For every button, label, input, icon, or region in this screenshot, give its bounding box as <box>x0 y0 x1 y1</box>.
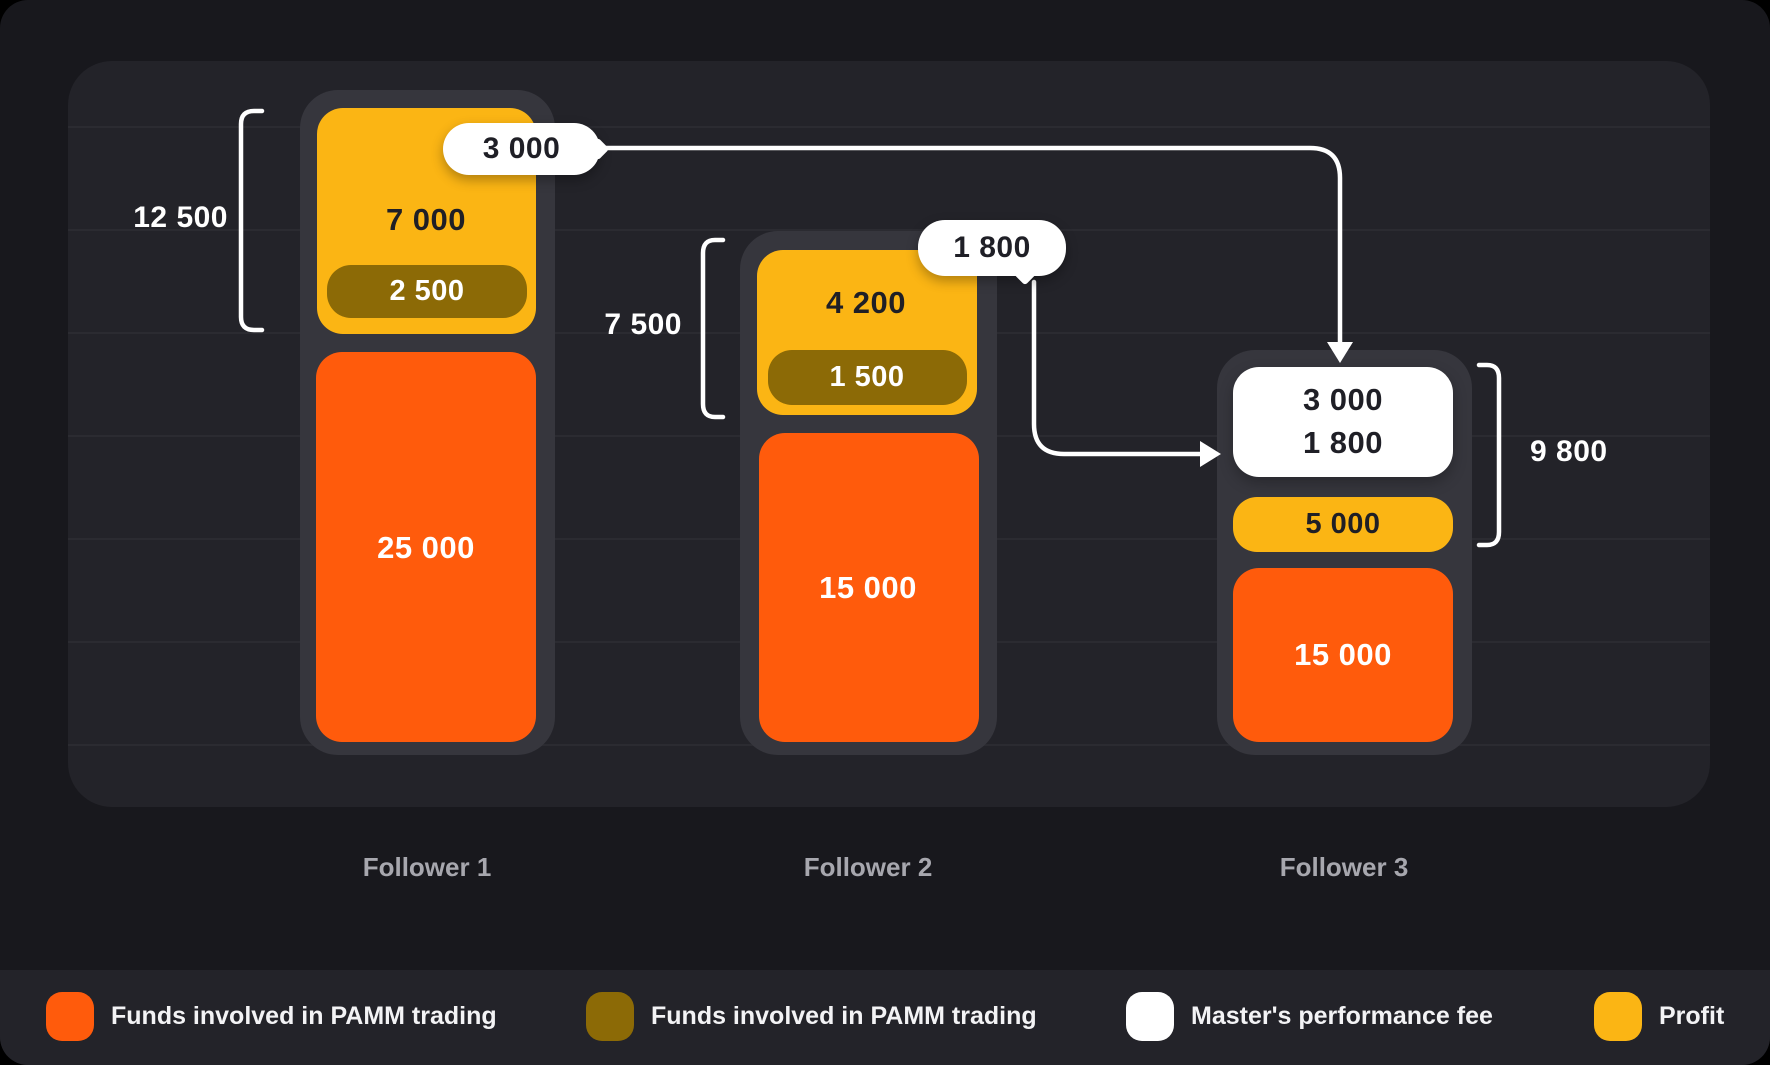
follower-1-funds-block <box>316 352 536 742</box>
follower-3-fee-line2: 1 800 <box>1302 425 1384 460</box>
legend-item-profit: Profit <box>1594 992 1724 1041</box>
follower-3-master-fee-block <box>1233 367 1453 477</box>
callout-1800-value: 1 800 <box>953 231 1031 264</box>
legend-label: Funds involved in PAMM trading <box>111 1002 497 1030</box>
follower-1-profit-value: 7 000 <box>385 202 467 237</box>
follower-2-funds-value: 15 000 <box>819 570 917 605</box>
follower-3-label: Follower 3 <box>1279 852 1409 882</box>
follower-2-total-label: 7 500 <box>604 308 682 341</box>
follower-2-master-share-value: 1 500 <box>829 361 905 393</box>
follower-3-fee-line1: 3 000 <box>1302 382 1384 417</box>
callout-1800-pill: 1 800 <box>918 220 1066 286</box>
follower-2-profit-value: 4 200 <box>825 285 907 320</box>
yellow-swatch-icon <box>1594 992 1642 1041</box>
follower-3-profit-value: 5 000 <box>1305 508 1381 540</box>
follower-1-label: Follower 1 <box>362 852 492 882</box>
legend-bar: Funds involved in PAMM trading Funds inv… <box>0 970 1770 1065</box>
follower-1-master-share-value: 2 500 <box>389 275 465 307</box>
legend-label: Profit <box>1659 1002 1725 1030</box>
legend-label: Funds involved in PAMM trading <box>651 1002 1037 1030</box>
legend-item-funds-olive: Funds involved in PAMM trading <box>586 992 1037 1041</box>
follower-3-funds-block <box>1233 568 1453 742</box>
olive-swatch-icon <box>586 992 634 1041</box>
follower-1-funds-value: 25 000 <box>377 530 475 565</box>
white-swatch-icon <box>1126 992 1174 1041</box>
follower-3-total-label: 9 800 <box>1530 435 1608 468</box>
follower-2-funds-block <box>759 433 979 742</box>
callout-3000-value: 3 000 <box>482 132 561 165</box>
callout-3000-pill: 3 000 <box>443 123 610 175</box>
follower-3-funds-value: 15 000 <box>1294 637 1392 672</box>
legend-item-funds-orange: Funds involved in PAMM trading <box>46 992 497 1041</box>
follower-2-label: Follower 2 <box>803 852 933 882</box>
follower-1-total-label: 12 500 <box>133 201 228 234</box>
follower-2-master-share-block <box>768 350 967 405</box>
follower-1-master-share-block <box>327 265 527 318</box>
follower-3-profit-block <box>1233 497 1453 552</box>
gridline <box>68 126 1710 128</box>
orange-swatch-icon <box>46 992 94 1041</box>
legend-label: Master's performance fee <box>1191 1002 1493 1030</box>
legend-item-master-fee: Master's performance fee <box>1126 992 1493 1041</box>
